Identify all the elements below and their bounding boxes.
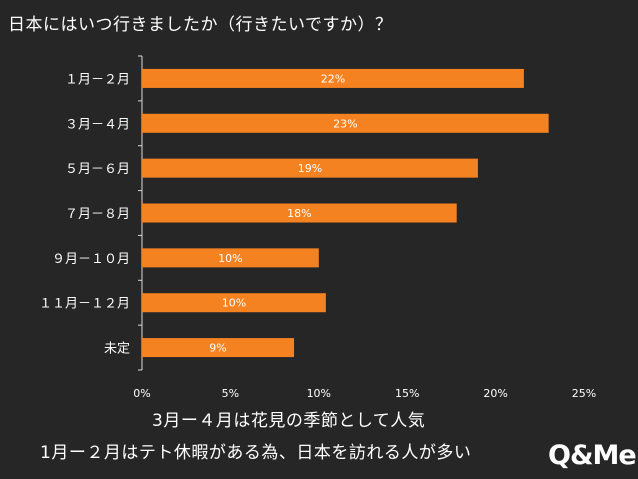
note-line-2: 1月ー２月はテト休暇がある為、日本を訪れる人が多い	[40, 443, 472, 463]
category-label: ７月－８月	[65, 207, 130, 222]
data-label: 19%	[298, 162, 322, 175]
data-label: 10%	[218, 252, 242, 265]
category-label: ３月－４月	[65, 117, 130, 132]
bar	[142, 203, 457, 223]
category-label: ５月－６月	[65, 162, 130, 177]
x-tick-label: 20%	[483, 387, 507, 400]
x-tick-label: 10%	[307, 387, 331, 400]
bar	[142, 248, 319, 268]
x-tick-label: 5%	[222, 387, 239, 400]
data-label: 22%	[321, 72, 345, 85]
x-tick-label: 25%	[572, 387, 596, 400]
brand-logo: Q&Me	[548, 440, 637, 471]
note-line-1: 3月ー４月は花見の季節として人気	[152, 411, 426, 431]
category-label: 未定	[104, 342, 130, 357]
bar	[142, 68, 524, 88]
category-label: １１月－１２月	[39, 297, 130, 312]
category-label: ９月－１０月	[52, 252, 130, 267]
bar	[142, 113, 549, 133]
bar	[142, 293, 326, 313]
data-label: 9%	[209, 342, 226, 355]
x-tick-label: 15%	[395, 387, 419, 400]
bar	[142, 338, 295, 358]
data-label: 23%	[333, 117, 357, 130]
data-label: 10%	[222, 297, 246, 310]
data-label: 18%	[287, 207, 311, 220]
bar	[142, 158, 478, 178]
category-label: １月－２月	[65, 72, 130, 87]
x-tick-label: 0%	[133, 387, 150, 400]
chart-title: 日本にはいつ行きましたか（行きたいですか）？	[8, 15, 393, 35]
